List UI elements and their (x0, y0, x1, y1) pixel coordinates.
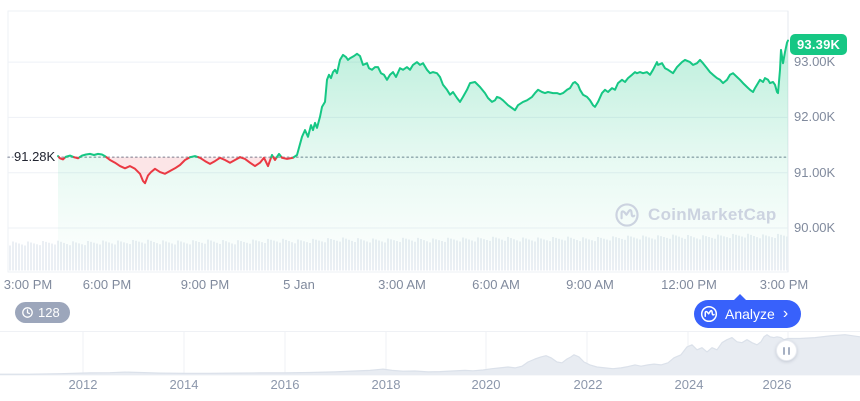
price-area (58, 40, 788, 271)
time-tick-label: 3:00 PM (3, 277, 53, 292)
year-tick-label: 2014 (169, 377, 199, 392)
time-tick-label: 12:00 PM (661, 277, 717, 292)
year-tick-label: 2018 (371, 377, 401, 392)
price-tick-label: 93.00K (794, 54, 836, 70)
time-tick-label: 6:00 PM (82, 277, 132, 292)
year-tick-label: 2016 (270, 377, 300, 392)
baseline-price-label: 91.28K (14, 149, 56, 164)
price-chart-plot-area[interactable] (8, 11, 788, 272)
analyze-pointer (733, 294, 747, 301)
range-drag-handle[interactable] (776, 340, 797, 361)
year-tick-label: 2026 (762, 377, 792, 392)
range-selector[interactable] (0, 331, 860, 375)
time-tick-label: 5 Jan (283, 277, 315, 292)
price-tick-label: 92.00K (794, 109, 836, 125)
year-tick-label: 2022 (573, 377, 603, 392)
price-tick-label: 90.00K (794, 220, 836, 235)
pause-handle-icon (783, 346, 785, 355)
time-tick-label: 9:00 PM (180, 277, 230, 292)
year-tick-label: 2020 (471, 377, 501, 392)
current-price-badge: 93.39K (790, 34, 848, 55)
time-tick-label: 3:00 AM (378, 277, 426, 292)
time-tick-label: 6:00 AM (472, 277, 520, 292)
history-clock-icon (22, 307, 33, 318)
history-count-badge[interactable]: 128 (15, 302, 70, 323)
time-tick-label: 9:00 AM (566, 277, 614, 292)
analyze-label: Analyze (725, 306, 775, 322)
year-tick-label: 2024 (674, 377, 704, 392)
price-line (57, 39, 789, 185)
coinmarketcap-logo-icon (615, 203, 639, 227)
watermark: CoinMarketCap (614, 202, 777, 228)
watermark-text: CoinMarketCap (648, 205, 777, 224)
price-tick-label: 91.00K (794, 164, 836, 180)
coinmarketcap-logo-icon (700, 305, 718, 323)
chevron-right-icon: › (782, 305, 789, 322)
time-tick-label: 3:00 PM (759, 277, 809, 292)
year-tick-label: 2012 (68, 377, 98, 392)
mini-history-chart (0, 334, 860, 375)
history-count: 128 (38, 305, 60, 320)
analyze-button[interactable]: Analyze › (694, 300, 802, 328)
